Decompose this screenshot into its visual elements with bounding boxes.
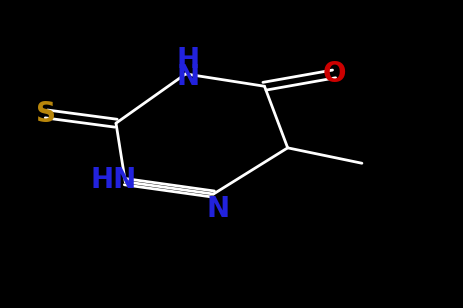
Text: N: N	[176, 63, 199, 91]
Text: H: H	[176, 46, 199, 74]
Text: O: O	[322, 60, 345, 88]
Text: S: S	[36, 100, 56, 128]
Text: N: N	[206, 196, 229, 223]
Text: HN: HN	[90, 166, 137, 194]
